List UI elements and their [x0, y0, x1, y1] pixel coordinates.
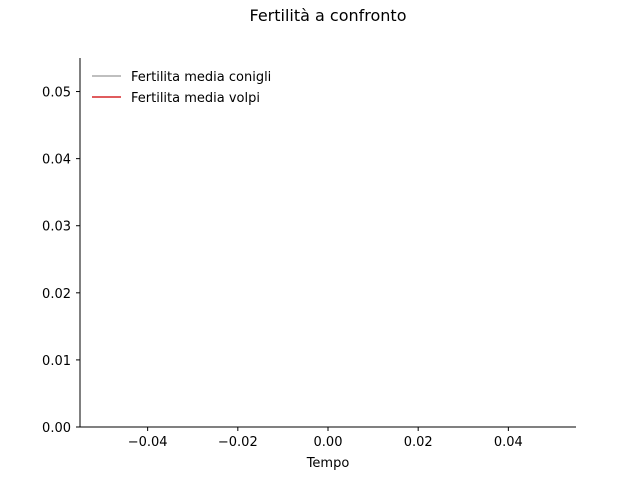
x-ticks: −0.04 −0.02 0.00 0.02 0.04	[128, 427, 523, 450]
y-tick-label: 0.02	[42, 287, 71, 302]
y-ticks: 0.00 0.01 0.02 0.03 0.04 0.05	[42, 86, 80, 436]
legend-label: Fertilita media conigli	[131, 70, 271, 85]
y-tick-label: 0.03	[42, 220, 71, 235]
axes	[79, 58, 576, 428]
x-axis-label: Tempo	[306, 456, 350, 471]
legend-label: Fertilita media volpi	[131, 91, 260, 106]
x-tick-label: −0.04	[128, 435, 168, 450]
chart-title: Fertilità a confronto	[250, 6, 407, 25]
x-tick-label: 0.02	[404, 435, 433, 450]
legend: Fertilita media conigli Fertilita media v…	[92, 70, 271, 106]
x-tick-label: −0.02	[218, 435, 258, 450]
y-tick-label: 0.00	[42, 421, 71, 436]
x-tick-label: 0.00	[314, 435, 343, 450]
y-tick-label: 0.05	[42, 86, 71, 101]
y-tick-label: 0.01	[42, 354, 71, 369]
y-tick-label: 0.04	[42, 153, 71, 168]
x-tick-label: 0.04	[494, 435, 523, 450]
